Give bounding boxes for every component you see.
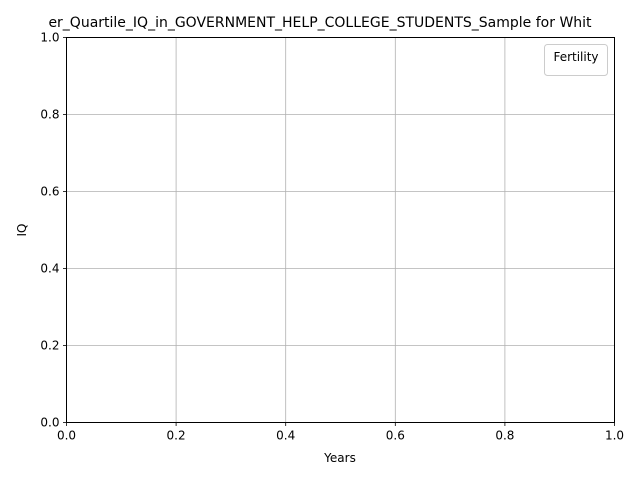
x-tick-label: 0.4 xyxy=(276,429,295,443)
x-tick-label: 0.0 xyxy=(57,429,76,443)
x-axis-ticks: 0.0 0.2 0.4 0.6 0.8 1.0 xyxy=(57,422,624,443)
y-axis-label: IQ xyxy=(15,224,29,237)
grid-lines xyxy=(66,37,615,423)
y-tick-label: 0.4 xyxy=(40,262,59,276)
y-axis-ticks: 0.0 0.2 0.4 0.6 0.8 1.0 xyxy=(40,31,67,430)
y-tick-label: 0.8 xyxy=(40,108,59,122)
legend-title: Fertility xyxy=(553,50,598,64)
y-tick-label: 0.6 xyxy=(40,185,59,199)
plot-frame xyxy=(66,37,615,423)
x-axis-label: Years xyxy=(323,451,356,465)
x-tick-label: 0.6 xyxy=(386,429,405,443)
x-tick-label: 1.0 xyxy=(605,429,624,443)
legend: Fertility xyxy=(544,44,608,76)
y-tick-label: 1.0 xyxy=(40,31,59,45)
legend-box xyxy=(544,44,608,76)
x-tick-label: 0.8 xyxy=(495,429,514,443)
chart-title: er_Quartile_IQ_in_GOVERNMENT_HELP_COLLEG… xyxy=(48,15,592,31)
plot-area xyxy=(66,37,615,423)
x-tick-label: 0.2 xyxy=(167,429,186,443)
y-tick-label: 0.0 xyxy=(40,416,59,430)
y-tick-label: 0.2 xyxy=(40,339,59,353)
